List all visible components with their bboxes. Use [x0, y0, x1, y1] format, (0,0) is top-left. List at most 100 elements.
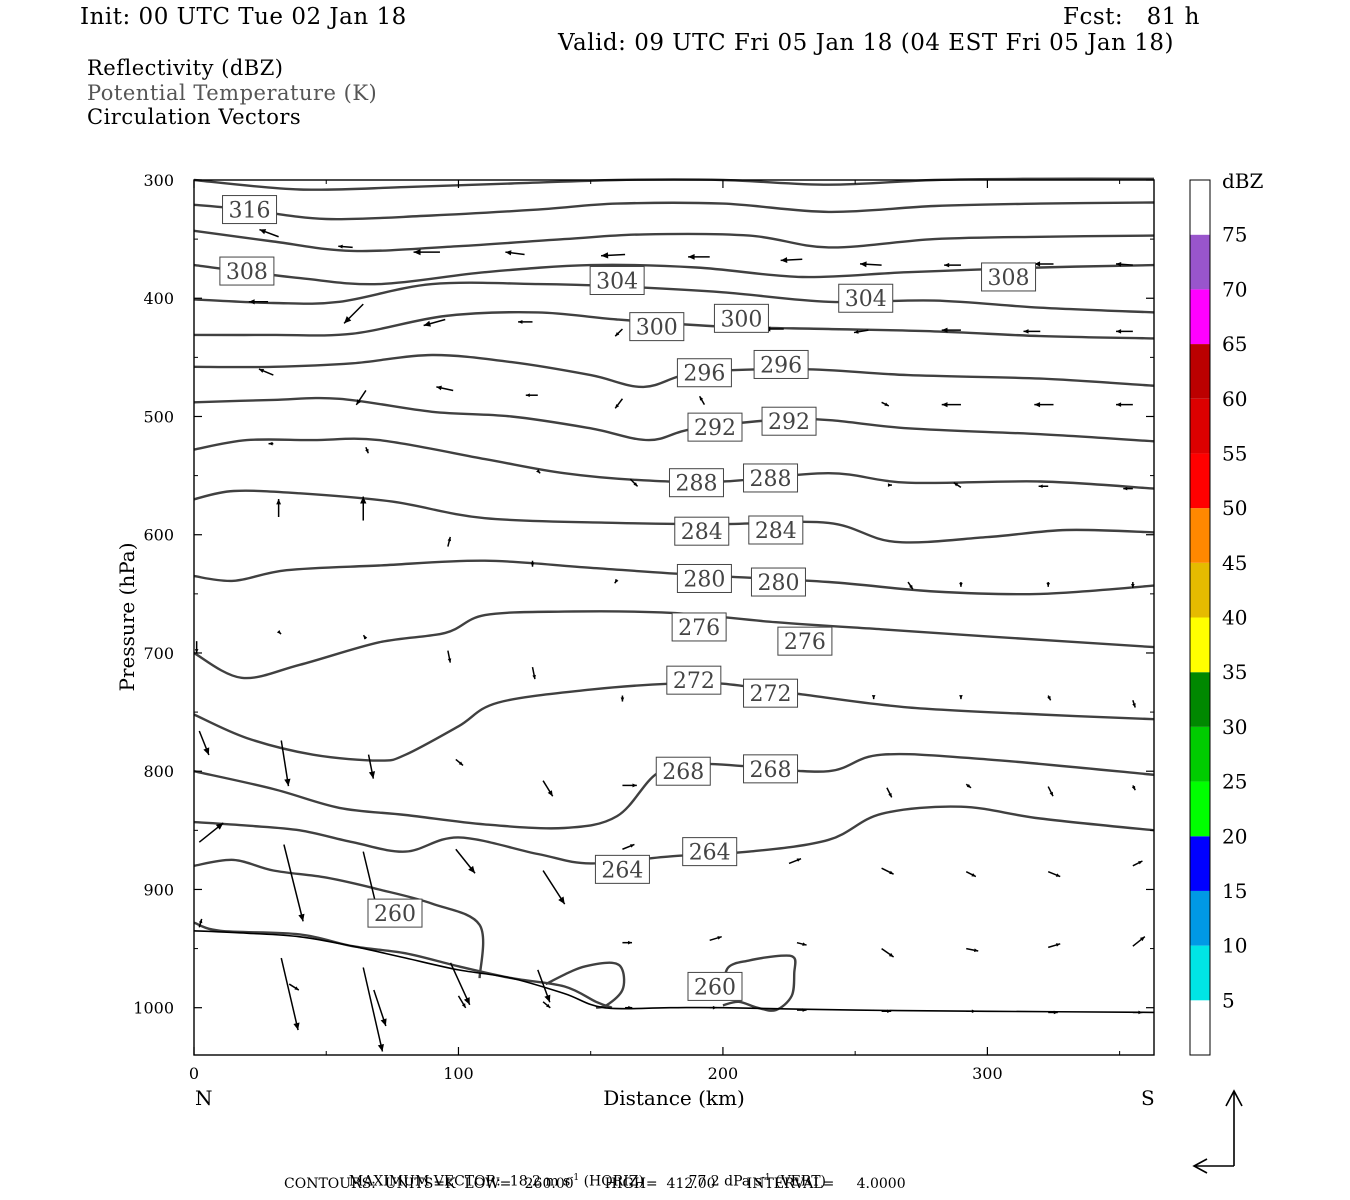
circulation-vector — [355, 390, 367, 406]
circulation-vector — [796, 941, 807, 946]
max-vector-horiz: 18.2 m s — [509, 1173, 571, 1190]
colorbar-level-label: 20 — [1222, 824, 1247, 848]
isentrope-284 — [193, 489, 1155, 544]
max-vector-vert-tail: (VERT) — [775, 1173, 826, 1190]
legend-potential-temperature: Potential Temperature (K) — [87, 81, 378, 105]
svg-text:268: 268 — [750, 758, 792, 783]
circulation-vector — [518, 319, 533, 324]
circulation-vector — [625, 1005, 633, 1010]
contour-label: 284 — [748, 515, 804, 545]
y-tick-label: 300 — [143, 171, 174, 190]
svg-text:284: 284 — [681, 520, 723, 545]
isentrope-contours — [193, 177, 1155, 1012]
circulation-vector — [620, 695, 625, 702]
circulation-vector — [629, 478, 639, 487]
colorbar-segment — [1190, 453, 1210, 509]
colorbar-segment — [1190, 180, 1210, 235]
contour-label: 304 — [838, 283, 894, 313]
circulation-vector — [1132, 936, 1146, 947]
circulation-vector — [1047, 786, 1054, 797]
x-axis-title: Distance (km) — [603, 1086, 745, 1110]
circulation-vector — [881, 1009, 892, 1014]
circulation-vector — [780, 257, 803, 263]
circulation-vector — [360, 496, 367, 521]
colorbar-level-label: 25 — [1222, 770, 1247, 794]
circulation-vector — [601, 252, 626, 259]
circulation-vector — [1131, 785, 1136, 791]
circulation-vector — [944, 262, 961, 268]
circulation-vector — [698, 395, 706, 406]
colorbar-unit: dBZ — [1222, 169, 1264, 193]
contour-label: 296 — [753, 349, 809, 379]
circulation-vector — [881, 867, 894, 875]
svg-text:304: 304 — [596, 270, 638, 295]
circulation-vector — [871, 695, 876, 700]
contour-label: 300 — [629, 312, 685, 342]
colorbar-level-label: 30 — [1222, 715, 1247, 739]
contour-label: 292 — [687, 412, 743, 442]
colorbar-segment — [1190, 344, 1210, 399]
svg-text:292: 292 — [768, 410, 810, 435]
contour-label: 308 — [981, 262, 1037, 292]
svg-text:292: 292 — [694, 416, 736, 441]
circulation-vector — [1023, 329, 1041, 334]
y-tick-label: 800 — [143, 762, 174, 781]
contour-label: 268 — [655, 756, 711, 786]
circulation-vector — [796, 1008, 807, 1012]
svg-text:300: 300 — [636, 316, 678, 341]
colorbar-segment — [1190, 508, 1210, 563]
colorbar-level-label: 35 — [1222, 660, 1247, 684]
circulation-vector — [941, 327, 961, 333]
svg-text:304: 304 — [845, 287, 887, 312]
isentrope-310 — [193, 229, 1155, 253]
circulation-vector — [413, 248, 440, 256]
circulation-vector — [436, 385, 454, 392]
svg-text:288: 288 — [750, 467, 792, 492]
colorbar-level-label: 65 — [1222, 332, 1247, 356]
svg-text:300: 300 — [720, 307, 762, 332]
circulation-vector — [373, 989, 387, 1027]
colorbar-level-label: 15 — [1222, 879, 1247, 903]
contour-label: 260 — [687, 971, 743, 1001]
circulation-vector — [525, 393, 538, 398]
circulation-vector — [614, 328, 623, 337]
svg-text:280: 280 — [757, 571, 799, 596]
circulation-vector — [1038, 484, 1049, 489]
circulation-vector — [198, 730, 210, 756]
colorbar-level-label: 10 — [1222, 934, 1247, 958]
circulation-vector — [1132, 860, 1143, 867]
terrain-surface — [193, 930, 1155, 1014]
circulation-vector — [276, 498, 282, 517]
max-vector-horiz-tail: (HORIZ) — [583, 1173, 644, 1190]
circulation-vector — [542, 780, 554, 797]
contour-label: 292 — [761, 406, 817, 436]
svg-text:264: 264 — [689, 841, 731, 866]
svg-text:260: 260 — [374, 902, 416, 927]
circulation-vector — [788, 857, 802, 865]
contour-info: CONTOURS: UNITS=K LOW= 260.00 HIGH= 412.… — [284, 1176, 906, 1192]
y-tick-label: 400 — [143, 289, 174, 308]
svg-text:296: 296 — [760, 353, 802, 378]
circulation-vector — [362, 634, 368, 640]
svg-text:284: 284 — [755, 519, 797, 544]
circulation-vector — [1048, 1010, 1058, 1015]
svg-text:276: 276 — [678, 616, 720, 641]
svg-text:288: 288 — [675, 472, 717, 497]
y-tick-label: 1000 — [133, 999, 174, 1018]
circulation-vector — [449, 962, 471, 1006]
x-tick-label: 300 — [972, 1064, 1003, 1083]
contour-label: 264 — [682, 837, 738, 867]
circulation-vector — [276, 629, 282, 635]
max-vector-line: MAXIMUM VECTOR: 18.2 m s-1 (HORIZ) 77.2 … — [340, 1157, 826, 1190]
forecast-hour: Fcst: 81 h — [1063, 4, 1200, 30]
circulation-vector — [455, 848, 476, 874]
svg-text:308: 308 — [226, 260, 268, 285]
isentrope-262 — [193, 858, 485, 979]
svg-text:308: 308 — [988, 266, 1030, 291]
x-tick-label: 200 — [708, 1064, 739, 1083]
circulation-vector — [622, 940, 633, 945]
colorbar-level-label: 60 — [1222, 387, 1247, 411]
isentrope-272 — [193, 681, 1155, 762]
